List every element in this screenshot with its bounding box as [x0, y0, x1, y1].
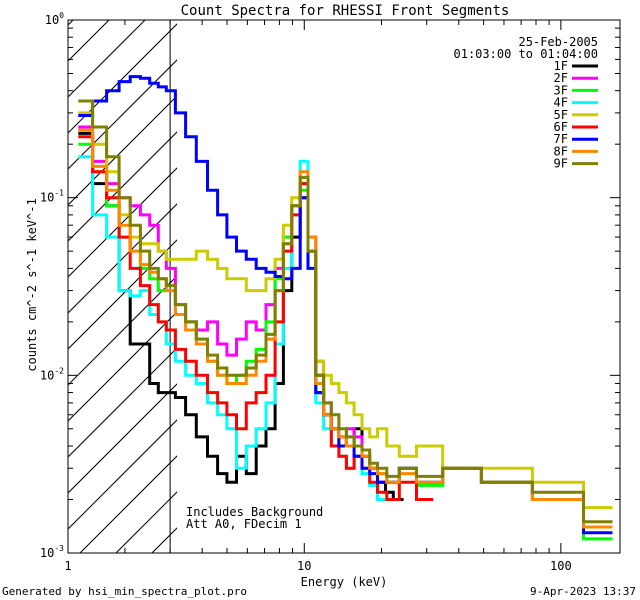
x-tick-label: 10	[297, 559, 311, 573]
footer-timestamp: 9-Apr-2023 13:37	[530, 585, 636, 598]
legend-label: 7F	[554, 132, 568, 146]
observation-date: 25-Feb-2005	[519, 35, 598, 49]
hatch-line	[79, 455, 177, 553]
y-tick-label: 10-3	[40, 544, 64, 560]
excluded-region-hatch	[68, 20, 177, 553]
y-tick-label: 10-1	[40, 189, 64, 205]
footer-generator: Generated by hsi_min_spectra_plot.pro	[2, 585, 247, 598]
hatch-line	[68, 383, 177, 494]
legend-label: 3F	[554, 83, 568, 97]
annotation-background: Includes Background	[186, 505, 323, 519]
series-group	[78, 75, 613, 541]
legend-label: 6F	[554, 120, 568, 134]
chart-title: Count Spectra for RHESSI Front Segments	[181, 3, 510, 19]
hatch-line	[68, 167, 177, 278]
y-tick-label: 100	[45, 11, 64, 27]
x-tick-label: 1	[64, 559, 71, 573]
x-axis-label: Energy (keV)	[301, 575, 388, 589]
series-9F	[78, 99, 613, 524]
legend-label: 1F	[554, 59, 568, 73]
legend-label: 5F	[554, 108, 568, 122]
legend-label: 4F	[554, 96, 568, 110]
legend-label: 2F	[554, 71, 568, 85]
y-tick-label: 10-2	[40, 366, 64, 382]
legend-label: 8F	[554, 144, 568, 158]
y-axis-label: counts cm^-2 s^-1 keV^-1	[25, 198, 39, 371]
x-tick-label: 100	[550, 559, 572, 573]
time-range: 01:03:00 to 01:04:00	[454, 47, 599, 61]
hatch-line	[68, 419, 177, 530]
legend-label: 9F	[554, 157, 568, 171]
hatch-line	[68, 203, 177, 314]
annotation-attenuator: Att A0, FDecim 1	[186, 517, 302, 531]
axis-ticks	[68, 19, 620, 554]
hatch-line	[68, 20, 146, 98]
hatch-line	[68, 59, 177, 170]
hatch-line	[68, 23, 177, 134]
hatch-line	[68, 239, 177, 350]
plot-frame	[67, 19, 621, 554]
